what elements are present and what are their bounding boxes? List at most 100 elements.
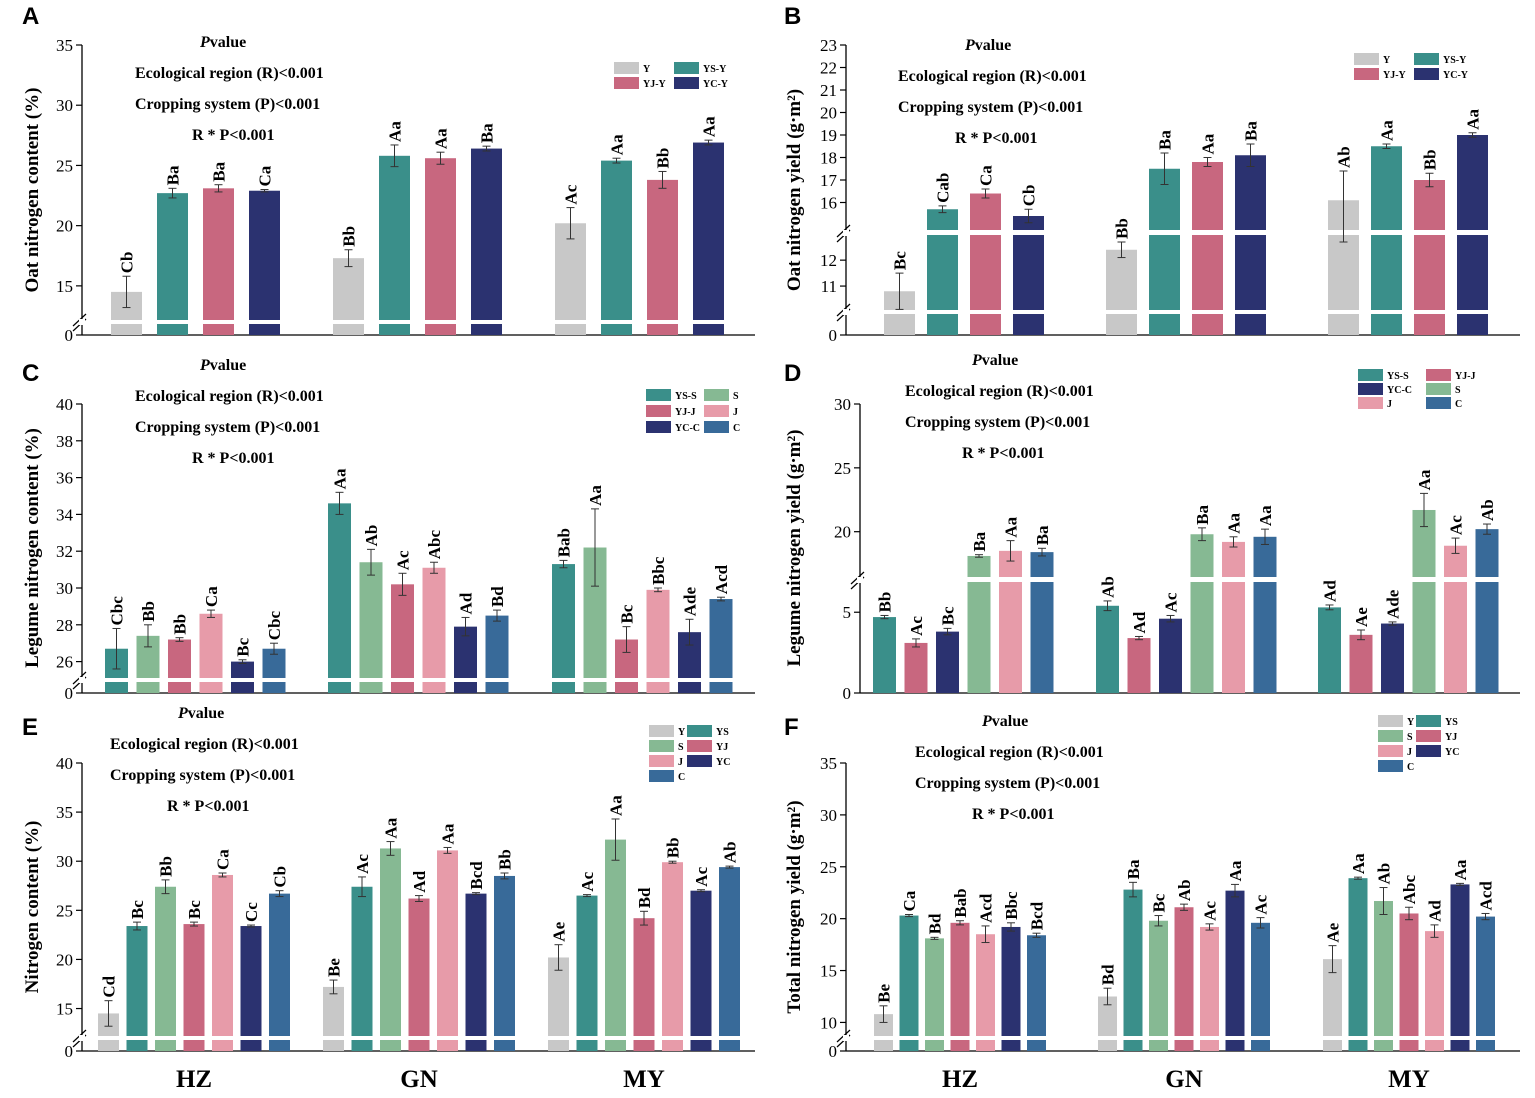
significance-letter: Be [325,958,344,977]
panel-letter: F [784,714,799,741]
legend-label: YJ-Y [1383,70,1407,81]
significance-letter: Aa [1256,505,1275,526]
bar [601,160,632,335]
bar-break [1221,577,1246,582]
bar [454,626,477,693]
stats-heading: Pvalue [199,357,246,374]
bar-break [1097,1036,1118,1040]
bar [1381,623,1404,693]
bar-break [327,678,352,682]
significance-letter: Bc [618,604,637,623]
legend-label: Y [678,727,686,738]
bar-break [436,1036,459,1040]
significance-letter: Aa [432,128,451,149]
panel-letter: E [22,714,38,741]
bar-break [421,678,447,682]
bar [240,926,262,1051]
bar-break [1012,230,1045,235]
stats-line: Ecological region (R)<0.001 [110,736,299,753]
bar [168,639,191,693]
significance-letter: Cbc [265,610,284,640]
significance-letter: Aa [1225,513,1244,534]
bar-break [632,1036,656,1040]
legend-swatch [649,725,674,737]
significance-letter: Ade [1384,589,1403,619]
y-tick-label: 20 [820,104,837,123]
bar-break [350,1036,374,1040]
stats-line: Ecological region (R)<0.001 [898,68,1087,85]
y-tick-label: 40 [56,395,73,414]
y-tick-label: 12 [820,251,837,270]
significance-letter: Cb [1020,185,1039,207]
significance-letter: Bd [926,913,945,934]
bar [126,926,148,1051]
stats-line: R * P<0.001 [972,806,1054,823]
x-category-label: MY [623,1066,665,1093]
y-tick-label: 19 [820,126,837,145]
legend-label: YS-Y [703,64,727,75]
panel-letter: C [22,360,39,387]
significance-letter: Cc [242,902,261,922]
bar [1374,901,1393,1051]
y-tick-label: 18 [820,149,837,168]
bar [1013,216,1044,335]
significance-letter: Ca [214,849,233,870]
bar [1001,926,1021,1051]
significance-letter: Ab [1175,879,1194,901]
bar-break [104,678,129,682]
bar [465,893,487,1051]
bar-break [969,310,1002,314]
y-tick-label: 25 [820,858,837,877]
stats-line: Cropping system (P)<0.001 [135,96,320,113]
significance-letter: Ad [410,870,429,892]
significance-letter: Aa [386,121,405,142]
legend-label: YJ [1445,732,1457,743]
legend-swatch [1378,760,1403,772]
significance-letter: Ba [1156,130,1175,150]
bar [976,934,995,1051]
bar [662,862,683,1051]
bar [1412,509,1436,693]
legend-label: YC [716,757,730,768]
bar-break [202,320,235,324]
legend-label: Y [1383,55,1391,66]
axis-break-gap [79,319,85,325]
panel-letter: D [784,360,801,387]
bar [1174,907,1194,1051]
stats-heading-p: P [981,713,992,730]
bar [1450,884,1470,1051]
bar-break [614,678,639,682]
bar [485,615,509,693]
bar-break [1191,230,1224,235]
bar-break [211,1036,234,1040]
y-tick-label: 20 [834,523,851,542]
legend-swatch [1416,745,1441,757]
bar [1371,146,1402,335]
bar [1425,931,1444,1051]
y-tick-label: 0 [65,684,74,703]
bar-break [135,678,161,682]
significance-letter: Ae [1352,607,1371,627]
y-axis-label: Oat nitrogen content (%) [22,88,43,293]
y-tick-label: 0 [843,684,852,703]
bar [1149,920,1168,1051]
significance-letter: Ae [1324,922,1343,942]
bar [437,850,458,1051]
y-tick-label: 17 [820,171,838,190]
significance-letter: Be [875,983,894,1002]
bar-break [949,1036,971,1040]
significance-letter: Bc [234,637,253,656]
bar-break [708,678,734,682]
y-axis-label: Legume nitrogen content (%) [22,428,43,668]
bar [1106,249,1137,335]
legend-label: YC-Y [703,79,729,90]
bar-break [97,1036,120,1040]
significance-letter: Ba [1193,505,1212,525]
legend-label: YS-Y [1443,55,1467,66]
bar [873,617,896,693]
bar [391,584,414,693]
bar [555,223,586,335]
significance-letter: Abc [425,530,444,560]
significance-letter: Bd [1099,964,1118,985]
legend-label: YC [1445,747,1459,758]
